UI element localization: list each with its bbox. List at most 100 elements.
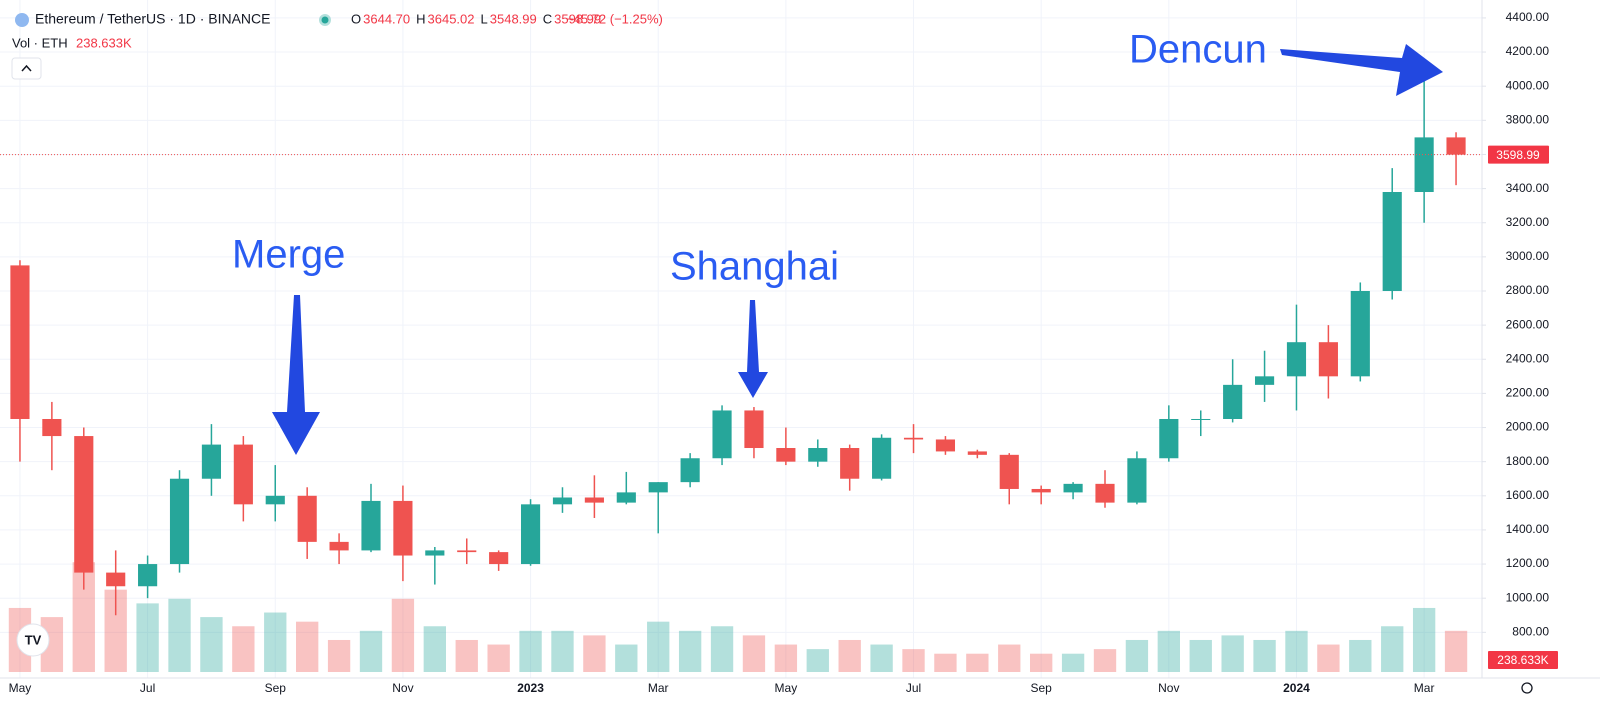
volume-axis-label: 238.633K (1497, 653, 1548, 667)
x-tick-label: May (9, 681, 32, 695)
y-axis: 800.00 1000.00 1200.00 1400.00 1600.00 1800.0… (1482, 10, 1550, 639)
status-dot (321, 16, 329, 24)
candle-body (1159, 418, 1179, 459)
candle-body (935, 439, 956, 452)
candle-body (393, 500, 413, 556)
y-tick-label: 2000.00 (1506, 420, 1550, 434)
volume-bar (264, 612, 287, 672)
annotation-arrow (738, 300, 768, 398)
volume-bar (296, 621, 319, 672)
candle-body (297, 495, 317, 542)
candle-body (840, 448, 860, 479)
y-tick-label: 3200.00 (1506, 215, 1550, 229)
volume-bar (72, 562, 95, 672)
volume-bar (1317, 644, 1340, 672)
settings-icon[interactable] (1521, 682, 1533, 694)
ohlc-key: C (543, 11, 552, 26)
logo-mark: TV (25, 632, 42, 647)
symbol[interactable]: Ethereum / TetherUS · 1D · BINANCE (35, 11, 270, 27)
candle-body (967, 451, 987, 455)
candle-body (329, 541, 349, 551)
volume-bar (136, 603, 159, 672)
y-tick-label: 2200.00 (1506, 386, 1550, 400)
candle-body (233, 444, 253, 505)
symbol-icon (15, 13, 29, 27)
volume-bar (678, 630, 702, 672)
candle-body (457, 550, 477, 553)
y-tick-label: 800.00 (1512, 625, 1549, 639)
last-price-label: 3598.99 (1496, 148, 1540, 162)
ohlc-key: H (416, 11, 425, 26)
last-price-box (1488, 145, 1549, 164)
candle-body (106, 572, 126, 587)
candle-body (425, 550, 445, 556)
volume-box (1488, 651, 1558, 669)
x-tick-label: Jul (140, 681, 155, 695)
candle-body (201, 444, 222, 479)
volume-bar (966, 653, 989, 672)
x-tick-label: Mar (1414, 681, 1435, 695)
candle-body (1446, 137, 1466, 155)
volume-bar (1285, 630, 1308, 672)
volume-bar (647, 621, 670, 672)
volume-bar (551, 630, 574, 672)
volume-bar (519, 630, 542, 672)
volume-value: 238.633K (76, 35, 132, 50)
candle-body (1286, 342, 1307, 377)
candle-body (361, 500, 381, 551)
volume-bar (902, 649, 925, 672)
candle-body (616, 492, 636, 503)
y-tick-label: 2800.00 (1506, 283, 1550, 297)
volume-bar (806, 649, 829, 672)
y-tick-label: 2600.00 (1506, 317, 1550, 331)
volume-bar (327, 639, 351, 672)
ohlc-key: L (481, 11, 488, 26)
volume-bar (1349, 639, 1372, 672)
x-tick-label: Nov (1158, 681, 1179, 695)
grid (0, 0, 1482, 678)
volume-bar (1030, 653, 1053, 672)
y-tick-label: 4400.00 (1506, 10, 1550, 24)
logo[interactable] (16, 623, 50, 657)
volume-bar (487, 644, 510, 672)
volume-bar (1381, 626, 1404, 672)
candle-body (680, 458, 700, 483)
candle-body (872, 437, 892, 479)
x-tick-label: 2023 (517, 681, 544, 695)
candle-body (1063, 483, 1083, 493)
volume-bar (391, 598, 415, 672)
annotation: Dencun (1129, 28, 1267, 72)
volume-bar (838, 639, 861, 672)
volume-bar (615, 644, 638, 672)
y-tick-label: 3400.00 (1506, 181, 1550, 195)
y-tick-label: 2400.00 (1506, 351, 1550, 365)
collapse-button[interactable] (11, 57, 42, 80)
volume-bar (168, 598, 191, 672)
volume-bar (359, 630, 383, 672)
candle-body (712, 410, 732, 459)
candle-body (1191, 418, 1211, 420)
volume-legend: Vol · ETH (12, 35, 68, 50)
candle-body (1382, 192, 1402, 291)
candle-body (1318, 342, 1338, 377)
volume-bar (1125, 639, 1149, 672)
volume-bar (423, 626, 446, 672)
volume-bar (1061, 653, 1085, 672)
y-tick-label: 4000.00 (1506, 78, 1550, 92)
candle-body (520, 504, 541, 565)
y-tick-label: 4200.00 (1506, 44, 1550, 58)
candle-body (1254, 376, 1275, 385)
volume-bar (1189, 639, 1212, 672)
candle-body (999, 454, 1019, 489)
x-axis: May Jul Sep Nov 2023 Mar May Jul Sep Nov 2024 Mar (9, 681, 1435, 695)
candles (10, 70, 1466, 616)
annotation: Merge (232, 233, 345, 277)
x-tick-label: Sep (265, 681, 287, 695)
volume-bar (774, 644, 798, 672)
candle-body (776, 448, 796, 462)
candle-body (489, 552, 509, 565)
volume-bar (870, 644, 893, 672)
candle-body (169, 478, 190, 565)
ohlc-value: 3645.02 (428, 11, 475, 26)
candle-body (744, 410, 764, 449)
